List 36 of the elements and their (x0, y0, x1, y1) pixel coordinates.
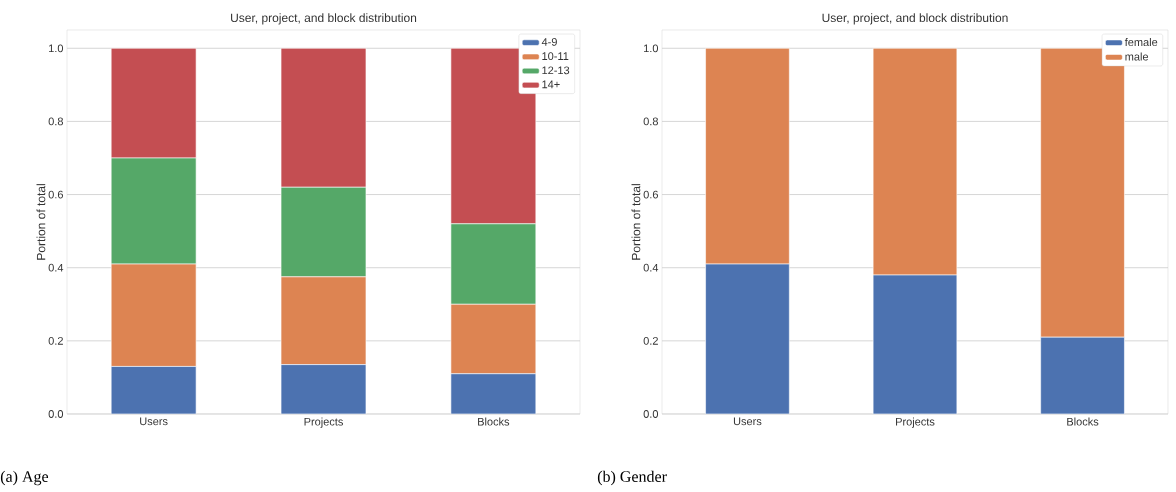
y-tick-label: 0.2 (48, 336, 63, 345)
y-axis-title: Portion of total (36, 184, 46, 260)
x-tick-label: Blocks (1067, 417, 1099, 426)
y-tick-label: 1.0 (49, 44, 64, 53)
y-tick-label: 0.0 (48, 410, 64, 418)
y-tick-label: 0.4 (48, 263, 64, 272)
text: (b) Gender (597, 470, 667, 486)
x-tick-label: Projects (896, 417, 935, 428)
y-tick-label: 0.2 (643, 336, 658, 345)
legend-label: 4-9 (541, 38, 557, 46)
legend-label: 12-13 (542, 66, 570, 75)
y-tick-label: 0.8 (48, 117, 63, 126)
x-tick-label: Projects (304, 417, 343, 428)
chart-title: User, project, and block distribution (231, 13, 417, 25)
legend-label: male (1125, 52, 1149, 61)
y-axis-title: Portion of total (631, 184, 641, 260)
y-tick-label: 0.4 (643, 263, 659, 272)
y-tick-label: 0.0 (643, 410, 659, 418)
bar (450, 373, 537, 414)
bar (872, 274, 958, 414)
legend-label: female (1124, 38, 1158, 47)
x-tick-label: Blocks (478, 417, 510, 426)
legend-label: 14+ (542, 80, 560, 89)
x-tick-label: Users (733, 417, 762, 426)
y-tick-label: 0.6 (643, 190, 658, 199)
legend-label: 10-11 (542, 52, 569, 60)
bar (705, 263, 790, 414)
text: (a) Age (0, 470, 49, 486)
bar (1040, 336, 1125, 414)
bar (110, 366, 197, 414)
chart-title: User, project, and block distribution (822, 13, 1008, 25)
bar (280, 364, 367, 414)
y-tick-label: 1.0 (644, 44, 659, 53)
x-tick-label: Users (140, 417, 168, 426)
y-tick-label: 0.6 (48, 190, 63, 199)
y-tick-label: 0.8 (643, 117, 658, 126)
